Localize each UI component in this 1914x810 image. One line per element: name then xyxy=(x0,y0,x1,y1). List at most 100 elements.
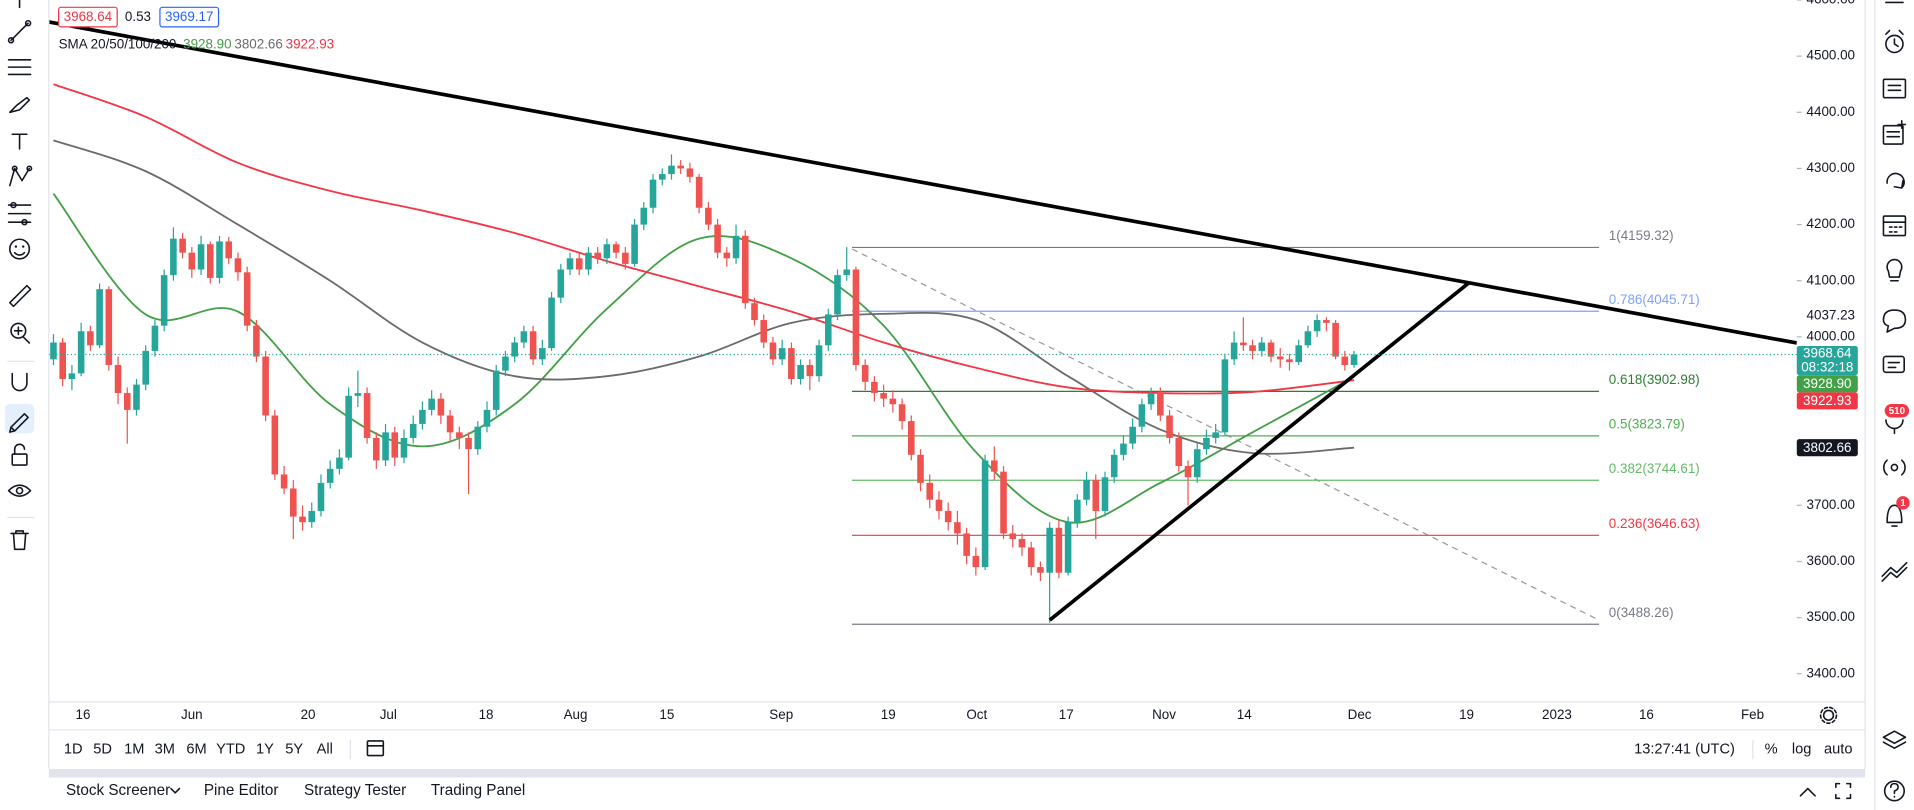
broadcast-icon[interactable] xyxy=(1883,459,1906,476)
x-tick-label: Feb xyxy=(1741,707,1764,722)
candle-body xyxy=(308,510,316,523)
candle-body xyxy=(1212,432,1219,438)
tool-trendline[interactable] xyxy=(7,19,32,44)
trading-icon[interactable] xyxy=(1881,561,1908,582)
range-button[interactable]: 5Y xyxy=(285,741,303,757)
candle-body xyxy=(944,510,952,523)
maximize-button[interactable] xyxy=(1835,782,1852,800)
panel-tab[interactable]: Pine Editor xyxy=(204,782,279,799)
candle-body xyxy=(1304,331,1312,346)
watchlist-icon[interactable] xyxy=(1882,120,1907,145)
tool-text[interactable] xyxy=(11,133,28,150)
candle-body xyxy=(677,165,684,169)
chat-icon[interactable] xyxy=(1882,309,1907,333)
candle-body xyxy=(437,398,445,416)
candle-body xyxy=(898,404,906,422)
panel-tab[interactable]: Strategy Tester xyxy=(304,782,406,799)
candle-body xyxy=(585,252,592,270)
candle-body xyxy=(1323,320,1330,323)
candle-body xyxy=(1138,404,1146,427)
hotlists-icon[interactable] xyxy=(1886,258,1903,282)
ideas-icon[interactable] xyxy=(1886,172,1905,189)
sma-line xyxy=(52,193,1355,524)
scale-option[interactable]: log xyxy=(1792,741,1812,757)
dropdown-chevron[interactable] xyxy=(170,787,181,794)
range-button[interactable]: 6M xyxy=(186,741,206,757)
candle-body xyxy=(280,474,288,489)
tool-stay-icon xyxy=(9,412,29,433)
candle-body xyxy=(1074,499,1081,523)
tool-delete[interactable] xyxy=(10,530,29,551)
tool-zoom[interactable] xyxy=(10,322,31,344)
candle-body xyxy=(160,275,168,326)
help-icon[interactable] xyxy=(1883,780,1905,802)
fib-label: 0.5(3823.79) xyxy=(1609,416,1685,431)
candle-body xyxy=(1276,356,1284,360)
tool-visibility[interactable] xyxy=(7,484,32,497)
collapse-button[interactable] xyxy=(1799,787,1816,797)
tool-prediction[interactable] xyxy=(7,201,32,226)
settings-gear[interactable] xyxy=(1819,706,1838,725)
candle-body xyxy=(1083,480,1090,500)
scale-option[interactable]: auto xyxy=(1824,741,1852,757)
candle-body xyxy=(373,437,380,461)
candle-body xyxy=(806,364,814,377)
y-tick-label: 4100.00 xyxy=(1807,272,1855,287)
clock[interactable]: 13:27:41 (UTC) xyxy=(1634,741,1735,757)
tool-magnet[interactable] xyxy=(11,372,28,392)
candle-body xyxy=(1350,354,1358,365)
candle-body xyxy=(409,423,417,438)
candle-body xyxy=(594,252,601,259)
candle-body xyxy=(243,272,251,326)
range-button[interactable]: 1D xyxy=(64,741,83,757)
tool-measure[interactable] xyxy=(9,284,32,308)
tool-brush[interactable] xyxy=(9,96,31,114)
x-tick-label: Aug xyxy=(564,707,588,722)
tool-emoji[interactable] xyxy=(9,238,31,260)
alerts-icon[interactable] xyxy=(1885,29,1904,54)
panel-tab[interactable]: Stock Screener xyxy=(66,782,170,799)
candle-body xyxy=(741,235,749,304)
candle-body xyxy=(1332,322,1339,357)
candle-body xyxy=(917,454,924,483)
range-button[interactable]: 3M xyxy=(155,741,175,757)
range-button[interactable]: All xyxy=(317,741,333,757)
date-range-button[interactable] xyxy=(366,740,385,757)
candle-body xyxy=(114,364,122,394)
bid-box[interactable] xyxy=(58,6,118,28)
candle-body xyxy=(400,437,408,458)
candle-body xyxy=(1055,527,1063,573)
range-button[interactable]: YTD xyxy=(216,741,245,757)
streams-icon[interactable] xyxy=(1885,419,1904,435)
tool-pattern[interactable] xyxy=(9,165,33,187)
candle-body xyxy=(1295,345,1302,363)
sma-price-box xyxy=(1796,392,1858,410)
ask-box[interactable] xyxy=(159,6,220,28)
tool-lock[interactable] xyxy=(11,443,28,466)
layers-icon[interactable] xyxy=(1882,730,1907,750)
range-button[interactable]: 5D xyxy=(93,741,112,757)
x-tick-label: 19 xyxy=(1459,707,1474,722)
messages-icon[interactable] xyxy=(1882,355,1905,374)
scale-option[interactable]: % xyxy=(1765,741,1778,757)
candle-body xyxy=(981,460,989,568)
candle-body xyxy=(714,224,721,253)
candle-body xyxy=(50,342,57,360)
news-icon[interactable] xyxy=(1882,78,1907,99)
candle-body xyxy=(68,373,76,380)
bottom-toolbar: 13:27:41 (UTC) 1D 5D 1M 3M 6M YTD 1Y 5Y All% log a… xyxy=(48,729,1866,760)
panel-tab[interactable]: Trading Panel xyxy=(431,782,525,799)
panel-divider xyxy=(48,768,1866,778)
panel-tabs: Stock Screener Pine Editor Strategy Tester… xyxy=(66,782,1852,800)
candle-body xyxy=(622,252,629,264)
candle-body xyxy=(529,331,537,360)
notifications-icon[interactable] xyxy=(1886,504,1903,527)
candle-body xyxy=(123,393,131,410)
candle-body xyxy=(179,238,186,253)
range-button[interactable]: 1Y xyxy=(256,741,274,757)
calendar-icon[interactable] xyxy=(1882,215,1907,237)
tool-lines[interactable] xyxy=(7,59,32,76)
range-button[interactable]: 1M xyxy=(124,741,144,757)
candle-body xyxy=(1147,393,1155,405)
x-tick-label: 18 xyxy=(479,707,494,722)
